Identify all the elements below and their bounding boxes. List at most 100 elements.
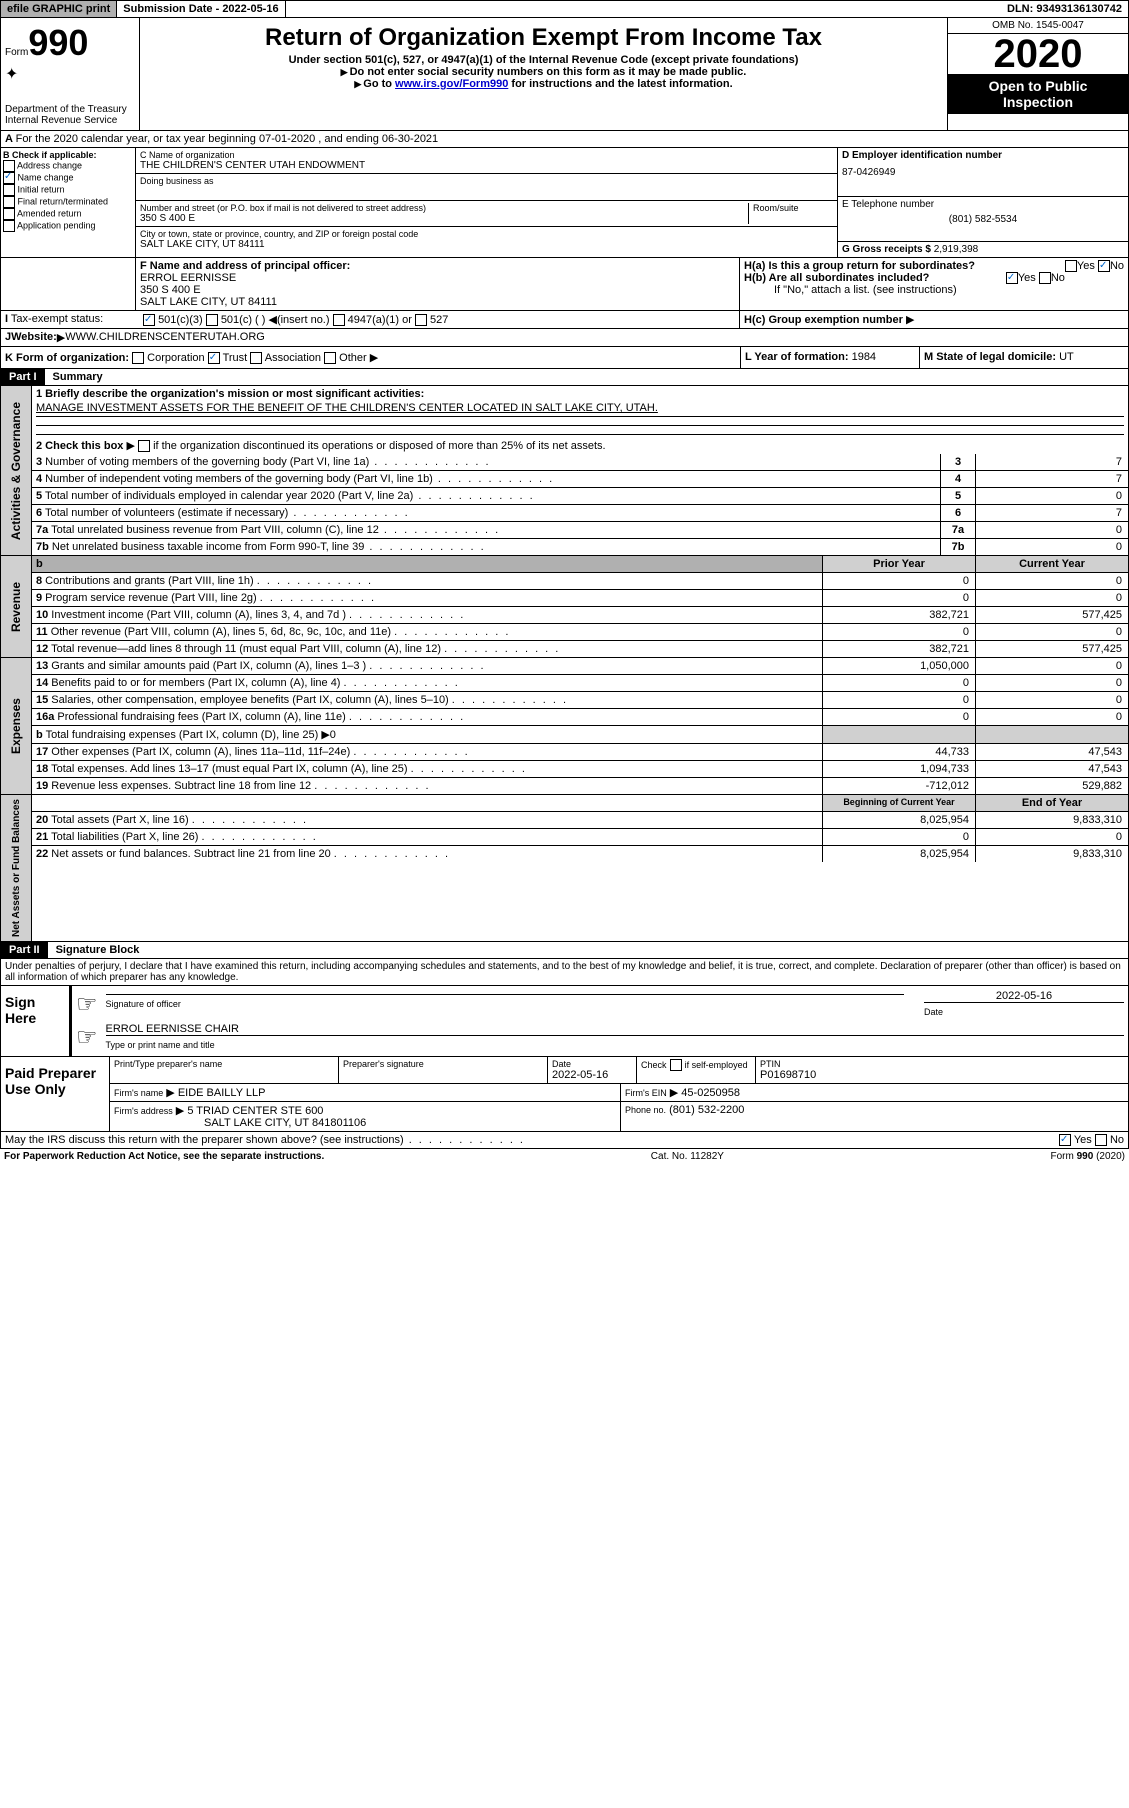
irs-discuss: May the IRS discuss this return with the… [0,1132,1129,1149]
header: Form990 ✦ Department of the Treasury Int… [0,18,1129,131]
footer: For Paperwork Reduction Act Notice, see … [0,1149,1129,1164]
prior-val: 382,721 [822,641,975,657]
b-opt-4[interactable] [3,208,15,220]
header-center: Return of Organization Exempt From Incom… [140,18,947,130]
sign-here: Sign Here ☞Signature of officer2022-05-1… [0,986,1129,1057]
self-emp[interactable] [670,1059,682,1071]
row-a: A For the 2020 calendar year, or tax yea… [0,131,1129,148]
hb-no[interactable] [1039,272,1051,284]
current-val: 577,425 [975,607,1128,623]
k-trust[interactable] [208,352,220,364]
col-h: H(a) Is this a group return for subordin… [740,258,1128,310]
prior-val: 1,094,733 [822,761,975,777]
subtitle1: Under section 501(c), 527, or 4947(a)(1)… [144,54,943,66]
dln: DLN: 93493136130742 [1001,1,1128,17]
prior-val: 8,025,954 [822,812,975,828]
irs-yes[interactable] [1059,1134,1071,1146]
revenue: Revenue bPrior YearCurrent Year 8 Contri… [0,556,1129,658]
current-val: 0 [975,829,1128,845]
501c3[interactable] [143,314,155,326]
prior-val: 1,050,000 [822,658,975,674]
grid-fh: F Name and address of principal officer:… [0,258,1129,311]
q2-check[interactable] [138,440,150,452]
mission: MANAGE INVESTMENT ASSETS FOR THE BENEFIT… [36,402,658,414]
p1-val: 7 [976,505,1128,521]
col-b: B Check if applicable: Address change Na… [1,148,136,257]
submission-date: Submission Date - 2022-05-16 [117,1,285,17]
firm-ein: 45-0250958 [681,1087,740,1099]
b-opt-3[interactable] [3,196,15,208]
paid-preparer: Paid Preparer Use Only Print/Type prepar… [0,1057,1129,1132]
prior-val: 8,025,954 [822,846,975,862]
website: WWW.CHILDRENSCENTERUTAH.ORG [65,331,265,344]
prior-val: 0 [822,829,975,845]
dept: Department of the Treasury Internal Reve… [5,104,135,126]
prior-val: 0 [822,624,975,640]
prior-val: 382,721 [822,607,975,623]
year-formed: 1984 [852,351,876,363]
form-990-page: efile GRAPHIC print Submission Date - 20… [0,0,1129,1164]
b-opt-2[interactable] [3,184,15,196]
current-val: 47,543 [975,761,1128,777]
irs-link[interactable]: www.irs.gov/Form990 [395,78,508,90]
hb-yes[interactable] [1006,272,1018,284]
p1-val: 7 [976,454,1128,470]
part1-hdr: Part I Summary [0,369,1129,386]
org-name: THE CHILDREN'S CENTER UTAH ENDOWMENT [140,160,833,171]
prior-val: 0 [822,590,975,606]
p1-val: 0 [976,539,1128,555]
ha-yes[interactable] [1065,260,1077,272]
expenses: Expenses 13 Grants and similar amounts p… [0,658,1129,795]
officer-name: ERROL EERNISSE [140,272,735,284]
topbar: efile GRAPHIC print Submission Date - 20… [0,0,1129,18]
domicile: UT [1059,351,1074,363]
prior-val: 0 [822,675,975,691]
col-d: D Employer identification number87-04269… [837,148,1128,257]
prior-val: 44,733 [822,744,975,760]
part1-activities: Activities & Governance 1 Briefly descri… [0,386,1129,556]
header-right: OMB No. 1545-0047 2020 Open to Public In… [947,18,1128,130]
prior-val [822,726,975,743]
current-val: 47,543 [975,744,1128,760]
prior-val: 0 [822,709,975,725]
prior-val: 0 [822,692,975,708]
header-left: Form990 ✦ Department of the Treasury Int… [1,18,140,130]
current-val: 0 [975,624,1128,640]
prior-val: -712,012 [822,778,975,794]
efile-badge[interactable]: efile GRAPHIC print [1,1,117,17]
ptin: P01698710 [760,1069,1124,1081]
p1-val: 7 [976,471,1128,487]
signer-name: ERROL EERNISSE CHAIR [106,1023,1124,1035]
form-title: Return of Organization Exempt From Incom… [144,24,943,52]
row-i: I Tax-exempt status: 501(c)(3) 501(c) ( … [0,311,1129,329]
ha-no[interactable] [1098,260,1110,272]
b-opt-1[interactable] [3,172,15,184]
b-opt-5[interactable] [3,220,15,232]
address: 350 S 400 E [140,213,748,224]
telephone: (801) 582-5534 [842,214,1124,225]
current-val: 0 [975,658,1128,674]
current-val: 0 [975,709,1128,725]
col-c: C Name of organizationTHE CHILDREN'S CEN… [136,148,837,257]
current-val: 0 [975,692,1128,708]
current-val: 9,833,310 [975,846,1128,862]
p1-val: 0 [976,488,1128,504]
current-val [975,726,1128,743]
current-val: 529,882 [975,778,1128,794]
gross-receipts: 2,919,398 [934,244,979,255]
ein: 87-0426949 [842,167,1124,178]
irs-no[interactable] [1095,1134,1107,1146]
public-inspection: Open to Public Inspection [948,74,1128,114]
form-word: Form [5,47,28,58]
firm-phone: (801) 532-2200 [669,1104,744,1116]
city: SALT LAKE CITY, UT 84111 [140,239,833,250]
tax-year: 2020 [948,34,1128,74]
current-val: 0 [975,573,1128,589]
subtitle2: Do not enter social security numbers on … [350,66,747,78]
grid-bcdefg: B Check if applicable: Address change Na… [0,148,1129,258]
current-val: 0 [975,590,1128,606]
current-val: 9,833,310 [975,812,1128,828]
firm-name: EIDE BAILLY LLP [178,1087,266,1099]
part2-hdr: Part II Signature Block [0,942,1129,959]
col-f: F Name and address of principal officer:… [135,258,740,310]
